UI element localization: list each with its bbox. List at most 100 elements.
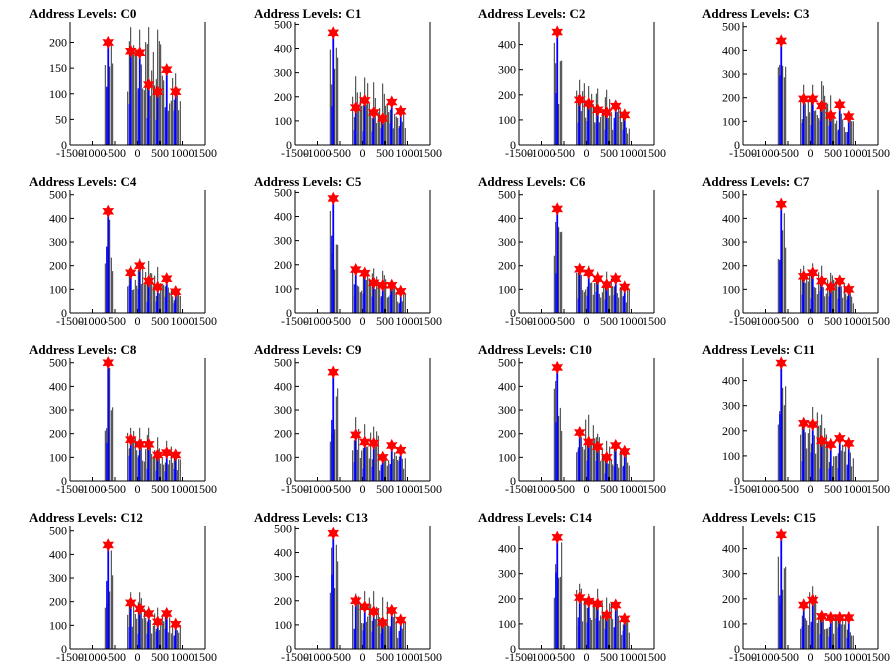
y-tick-label: 400	[722, 43, 740, 57]
x-tick-label: -500	[329, 314, 351, 328]
y-tick-label: 50	[55, 112, 67, 126]
peak-star-marker	[842, 282, 855, 297]
peak-star-marker	[327, 191, 340, 206]
x-tick-label: 0	[135, 650, 141, 664]
peak-star-marker	[376, 450, 389, 465]
chart-panel-11: Address Levels: C11 0 100 200 300 400 -1500-10…	[702, 342, 890, 496]
x-tick-label: 1500	[193, 314, 217, 328]
peak-star-marker	[367, 436, 380, 450]
x-tick-label: 1000	[171, 650, 195, 664]
peak-star-marker	[600, 608, 613, 622]
x-tick-label: -500	[777, 650, 799, 664]
y-tick-label: 400	[498, 38, 516, 52]
chart-title: Address Levels: C6	[478, 174, 586, 189]
peak-star-marker	[367, 105, 380, 120]
y-tick-label: 100	[498, 113, 516, 127]
y-tick-label: 400	[274, 42, 292, 56]
y-tick-label: 400	[274, 546, 292, 560]
x-tick-label: -1000	[304, 650, 332, 664]
peak-star-marker	[582, 594, 595, 608]
x-tick-label: -1000	[752, 146, 780, 160]
chart-title: Address Levels: C1	[254, 6, 361, 21]
y-tick-label: 100	[49, 618, 67, 632]
x-tick-label: 1000	[396, 482, 420, 496]
y-tick-label: 500	[49, 356, 67, 370]
peak-star-marker	[815, 99, 828, 113]
x-tick-label: 0	[135, 482, 141, 496]
x-tick-label: -1500	[56, 314, 84, 328]
peak-star-marker	[133, 46, 146, 60]
peak-star-marker	[618, 444, 631, 459]
y-tick-label: 200	[274, 427, 292, 441]
x-tick-label: -1000	[752, 650, 780, 664]
x-tick-label: 0	[584, 650, 590, 664]
peak-star-marker	[775, 356, 788, 370]
peak-star-marker	[573, 590, 586, 605]
y-tick-label: 200	[722, 592, 740, 606]
peak-star-marker	[142, 274, 155, 288]
x-tick-label: 0	[808, 650, 814, 664]
x-tick-label: 500	[600, 146, 618, 160]
peak-star-marker	[573, 425, 586, 440]
y-tick-label: 500	[274, 185, 292, 199]
y-tick-label: 200	[498, 88, 516, 102]
x-tick-label: -1500	[281, 650, 309, 664]
x-tick-label: 1500	[418, 314, 442, 328]
x-tick-label: -500	[329, 482, 351, 496]
peak-star-marker	[775, 197, 788, 211]
peak-star-marker	[842, 109, 855, 124]
y-tick-label: 200	[49, 595, 67, 609]
y-tick-label: 200	[49, 36, 67, 50]
y-tick-label: 500	[722, 20, 740, 34]
chart-panel-4: Address Levels: C40100200300400500-1500-…	[29, 174, 217, 328]
x-tick-label: 500	[824, 650, 842, 664]
chart-title: Address Levels: C8	[29, 342, 137, 357]
chart-panel-9: Address Levels: C90100200300400500-1500-…	[254, 342, 442, 496]
peak-star-marker	[573, 262, 586, 276]
peak-star-marker	[133, 437, 146, 452]
y-tick-label: 0	[286, 138, 292, 152]
peak-star-marker	[385, 438, 398, 453]
x-tick-label: -1500	[56, 650, 84, 664]
x-tick-label: 1000	[171, 314, 195, 328]
peak-star-marker	[376, 278, 389, 292]
y-tick-label: 200	[498, 592, 516, 606]
chart-panel-6: Address Levels: C60100200300400500-1500-…	[478, 174, 666, 328]
peak-star-marker	[797, 598, 810, 612]
x-tick-label: 0	[360, 146, 366, 160]
peak-star-marker	[169, 448, 182, 462]
x-tick-label: 500	[376, 314, 394, 328]
peak-star-marker	[833, 98, 846, 112]
peak-star-marker	[609, 99, 622, 113]
x-tick-label: 0	[808, 146, 814, 160]
x-tick-label: -500	[777, 482, 799, 496]
y-tick-label: 300	[722, 567, 740, 581]
y-tick-label: 100	[498, 282, 516, 296]
peak-star-marker	[609, 598, 622, 612]
x-tick-label: 0	[135, 146, 141, 160]
peak-star-marker	[151, 280, 164, 294]
x-tick-label: -1000	[79, 314, 107, 328]
peak-star-marker	[160, 445, 173, 460]
peak-star-marker	[618, 612, 631, 626]
peak-star-marker	[806, 92, 819, 106]
x-tick-label: 0	[360, 314, 366, 328]
x-tick-label: 0	[360, 650, 366, 664]
peak-star-marker	[591, 440, 604, 454]
y-tick-label: 0	[734, 306, 740, 320]
peak-star-marker	[833, 431, 846, 446]
y-tick-label: 300	[722, 67, 740, 81]
peak-star-marker	[124, 432, 137, 447]
peak-star-marker	[367, 604, 380, 619]
y-tick-label: 100	[274, 618, 292, 632]
peak-star-marker	[600, 277, 613, 292]
x-tick-label: 1500	[193, 650, 217, 664]
x-tick-label: 0	[808, 314, 814, 328]
x-tick-label: 1500	[642, 314, 666, 328]
chart-title: Address Levels: C12	[29, 510, 143, 525]
peak-star-marker	[142, 77, 155, 92]
x-tick-label: 500	[151, 482, 169, 496]
x-tick-label: 1000	[620, 314, 644, 328]
chart-panel-1: Address Levels: C10100200300400500-1500-…	[254, 6, 442, 160]
